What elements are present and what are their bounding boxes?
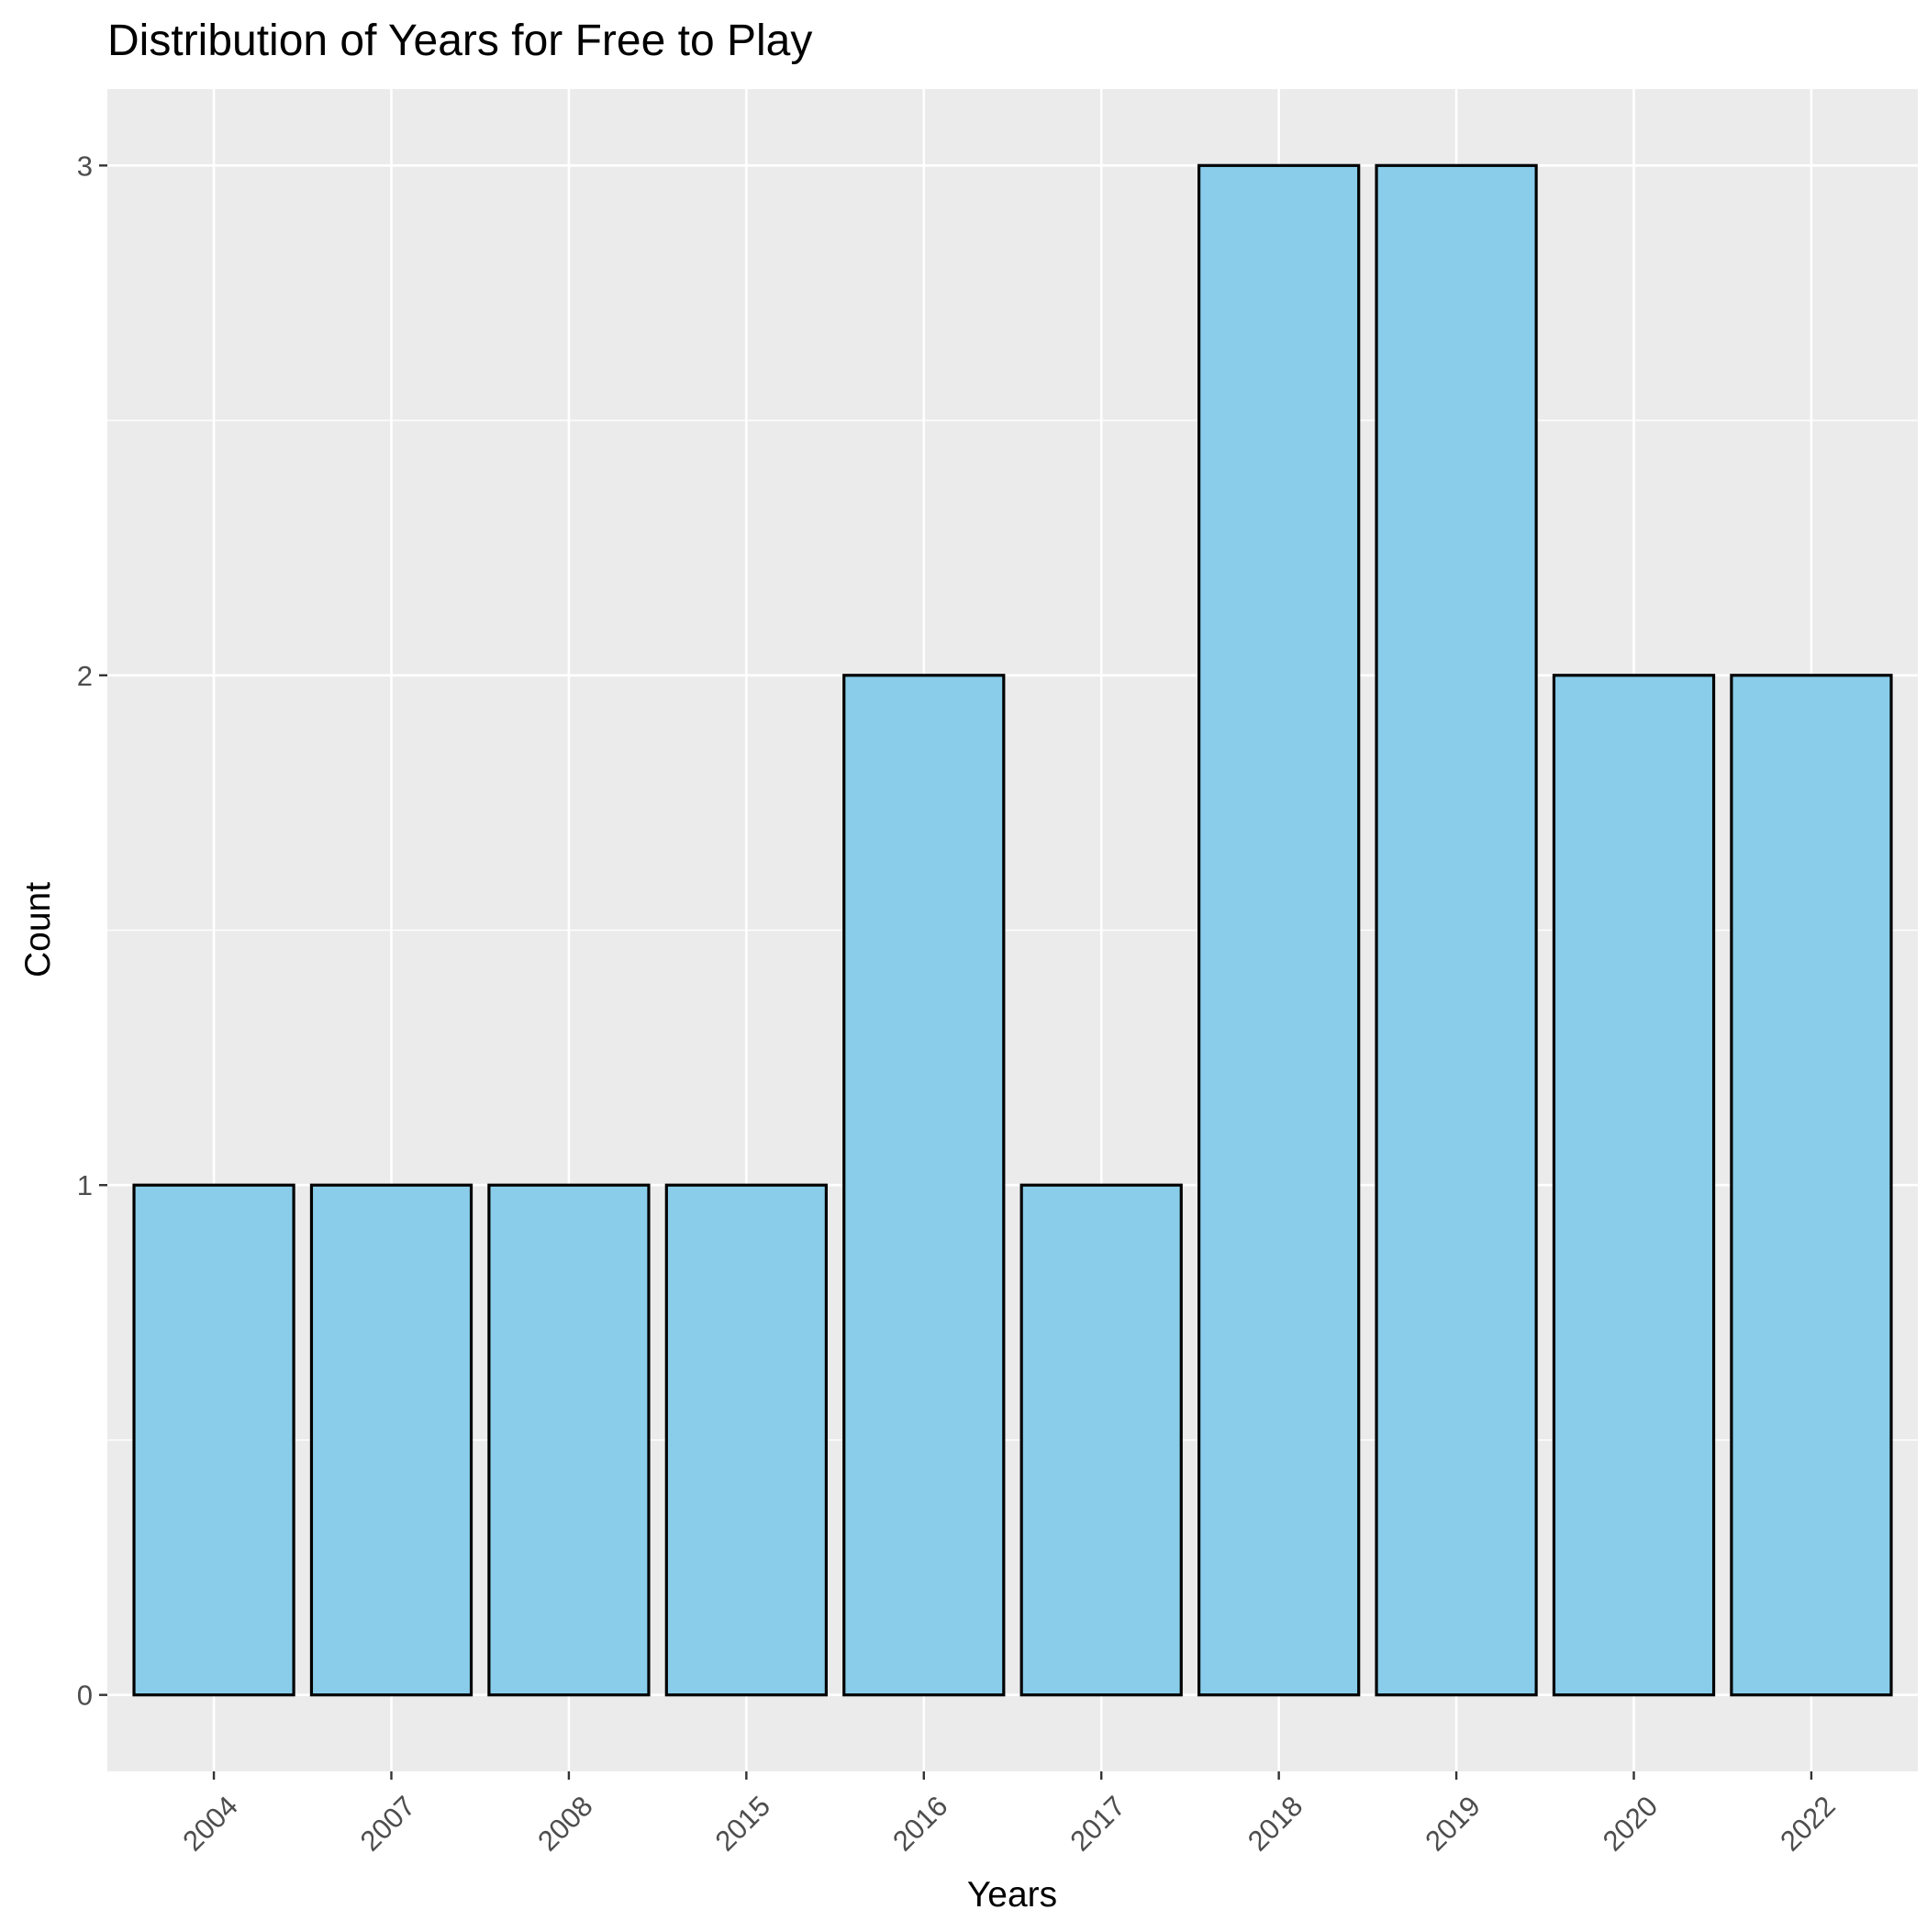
y-axis-title: Count bbox=[18, 882, 58, 977]
y-axis: 0 1 2 3 bbox=[77, 150, 107, 1712]
bar-2022 bbox=[1730, 674, 1893, 1697]
bar-2007 bbox=[309, 1183, 473, 1697]
bar-2008 bbox=[487, 1183, 651, 1697]
bar-2016 bbox=[842, 674, 1006, 1697]
bar-2018 bbox=[1197, 163, 1361, 1697]
bar-2019 bbox=[1375, 163, 1538, 1697]
bars bbox=[132, 163, 1893, 1697]
y-tick-label: 1 bbox=[77, 1169, 93, 1201]
y-tick-label: 3 bbox=[77, 150, 93, 182]
y-tick-label: 2 bbox=[77, 660, 93, 692]
y-tick-label: 0 bbox=[77, 1680, 93, 1712]
bar-2004 bbox=[132, 1183, 295, 1697]
chart-title: Distribution of Years for Free to Play bbox=[107, 17, 812, 65]
bar-2017 bbox=[1019, 1183, 1183, 1697]
bar-2020 bbox=[1552, 674, 1716, 1697]
bar-2015 bbox=[664, 1183, 828, 1697]
x-axis-title: Years bbox=[967, 1875, 1057, 1915]
